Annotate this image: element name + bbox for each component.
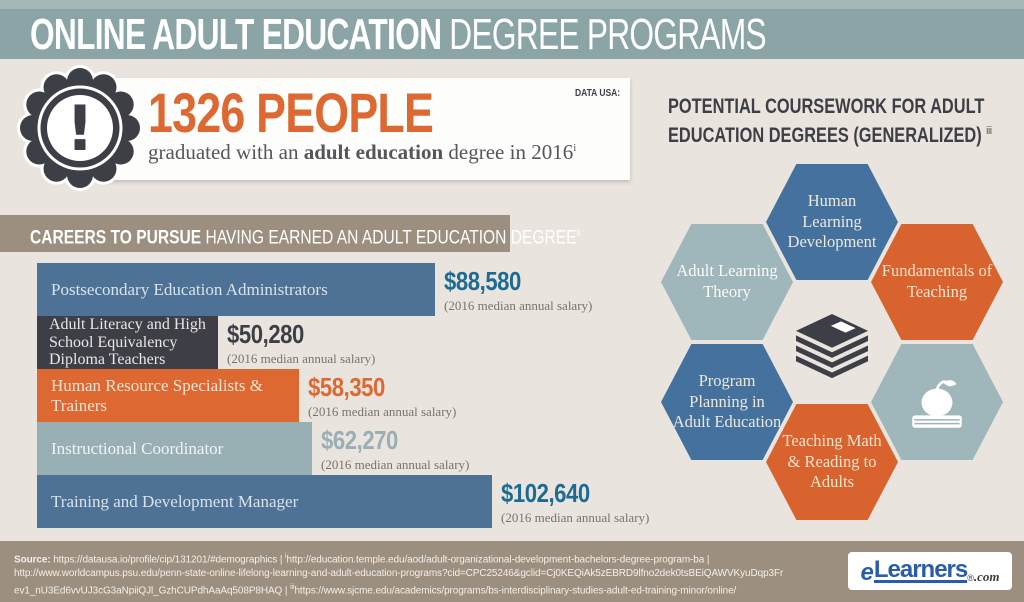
svg-text:!: !: [66, 92, 94, 165]
career-row: Instructional Coordinator $62,270 (2016 …: [37, 422, 677, 475]
career-label: Human Resource Specialists & Trainers: [51, 376, 263, 415]
exclamation-seal-icon: !: [16, 64, 144, 192]
career-label: Adult Literacy and High School Equivalen…: [49, 315, 206, 369]
career-label: Instructional Coordinator: [51, 438, 224, 458]
stacked-books-icon: [790, 314, 874, 386]
career-bar: Human Resource Specialists & Trainers: [37, 369, 299, 422]
salary-block: $50,280 (2016 median annual salary): [227, 319, 375, 367]
salary-value: $62,270: [321, 424, 398, 455]
salary-value: $58,350: [308, 371, 385, 402]
hexagon-adult-learning-theory: Adult Learning Theory: [661, 224, 793, 340]
page-title: ONLINE ADULT EDUCATION DEGREE PROGRAMS: [30, 10, 767, 59]
footer: Source: https://datausa.io/profile/cip/1…: [0, 541, 1024, 602]
graduates-subtitle: graduated with an adult education degree…: [148, 140, 577, 164]
salary-block: $62,270 (2016 median annual salary): [321, 425, 469, 473]
salary-value: $88,580: [444, 265, 521, 296]
coursework-heading: POTENTIAL COURSEWORK FOR ADULT EDUCATION…: [668, 95, 992, 147]
graduates-count: 1326 PEOPLE: [148, 81, 434, 144]
hexagon-program-planning: Program Planning in Adult Education: [661, 344, 793, 460]
careers-bar-chart: Postsecondary Education Administrators $…: [37, 263, 677, 528]
source-text: Source: https://datausa.io/profile/cip/1…: [14, 553, 784, 597]
coursework-hexagons: Human Learning Development Adult Learnin…: [660, 162, 1024, 540]
top-strip: [0, 0, 1024, 9]
career-row: Human Resource Specialists & Trainers $5…: [37, 369, 677, 422]
career-bar: Postsecondary Education Administrators: [37, 263, 435, 316]
hexagon-fundamentals-of-teaching: Fundamentals of Teaching: [871, 224, 1003, 340]
career-label: Postsecondary Education Administrators: [51, 279, 328, 299]
salary-block: $88,580 (2016 median annual salary): [444, 266, 592, 314]
career-bar: Training and Development Manager: [37, 475, 492, 528]
career-label: Training and Development Manager: [51, 491, 299, 511]
career-row: Training and Development Manager $102,64…: [37, 475, 677, 528]
career-bar: Adult Literacy and High School Equivalen…: [37, 316, 218, 369]
data-usa-label: DATA USA:: [574, 88, 620, 99]
apple-on-book-icon: [912, 380, 962, 428]
salary-caption: (2016 median annual salary): [227, 350, 376, 366]
salary-block: $58,350 (2016 median annual salary): [308, 372, 456, 420]
hexagon-teaching-math: Teaching Math & Reading to Adults: [766, 404, 898, 520]
career-row: Postsecondary Education Administrators $…: [37, 263, 677, 316]
salary-value: $50,280: [227, 318, 304, 349]
salary-caption: (2016 median annual salary): [308, 403, 457, 419]
salary-block: $102,640 (2016 median annual salary): [501, 478, 649, 526]
salary-caption: (2016 median annual salary): [444, 297, 593, 313]
career-bar: Instructional Coordinator: [37, 422, 312, 475]
hexagon-apple-book: [871, 344, 1003, 460]
salary-caption: (2016 median annual salary): [501, 509, 650, 525]
career-row: Adult Literacy and High School Equivalen…: [37, 316, 677, 369]
salary-caption: (2016 median annual salary): [321, 456, 470, 472]
hexagon-human-learning-development: Human Learning Development: [766, 164, 898, 280]
stat-card: DATA USA: 1326 PEOPLE graduated with an …: [100, 78, 630, 180]
page-header: ONLINE ADULT EDUCATION DEGREE PROGRAMS: [0, 9, 1024, 59]
careers-heading: CAREERS TO PURSUE HAVING EARNED AN ADULT…: [0, 215, 580, 252]
elearners-logo[interactable]: e Learners ® .com: [848, 552, 1012, 590]
salary-value: $102,640: [501, 477, 590, 508]
